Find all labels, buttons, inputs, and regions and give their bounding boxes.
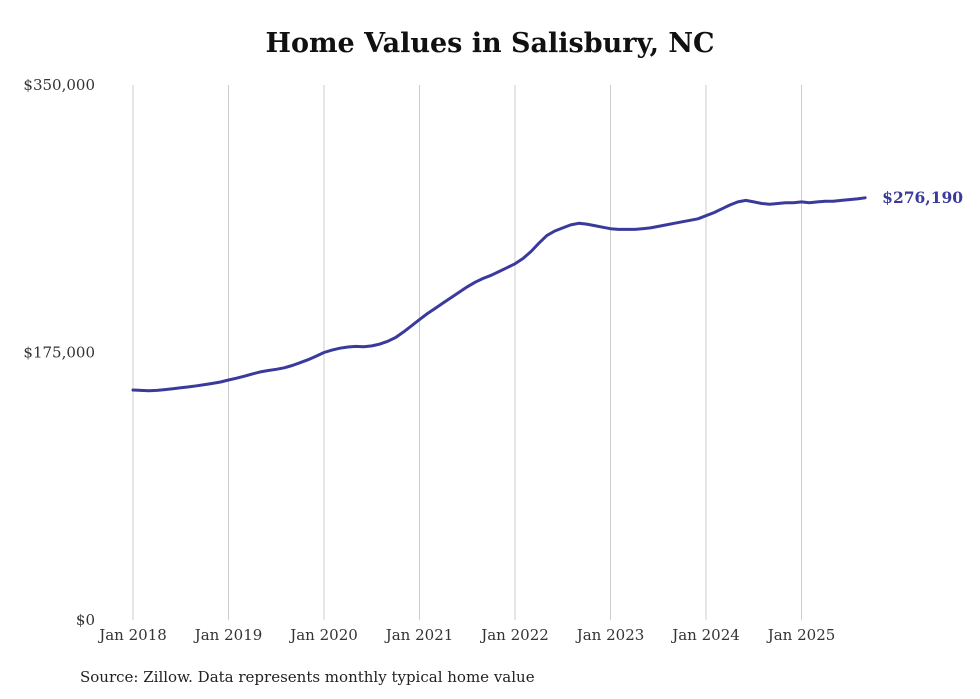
x-tick-label: Jan 2022 [479, 626, 549, 644]
series-line [131, 196, 867, 393]
x-tick-label: Jan 2018 [97, 626, 167, 644]
y-tick-label: $0 [76, 611, 95, 629]
x-tick-label: Jan 2025 [766, 626, 836, 644]
chart-title: Home Values in Salisbury, NC [265, 28, 715, 59]
y-tick-label: $175,000 [23, 344, 95, 362]
y-tick-label: $350,000 [23, 76, 95, 94]
end-value-label: $276,190 [882, 188, 963, 207]
x-tick-label: Jan 2020 [288, 626, 358, 644]
x-tick-label: Jan 2021 [384, 626, 454, 644]
x-tick-label: Jan 2023 [575, 626, 645, 644]
source-note: Source: Zillow. Data represents monthly … [80, 668, 535, 686]
x-tick-label: Jan 2019 [193, 626, 263, 644]
x-tick-label: Jan 2024 [670, 626, 740, 644]
